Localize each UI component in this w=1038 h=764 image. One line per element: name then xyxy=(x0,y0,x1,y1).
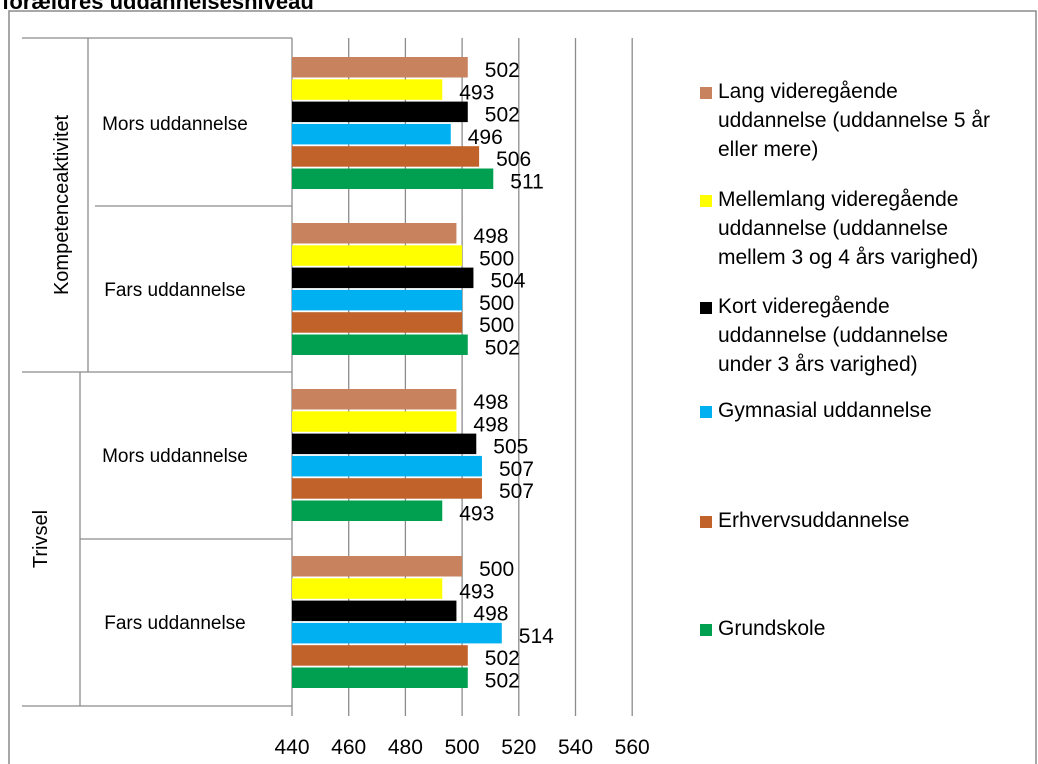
group-label: Trivsel xyxy=(30,510,52,568)
x-tick-label: 440 xyxy=(274,736,309,759)
data-label: 498 xyxy=(473,413,508,436)
group-label: Kompetenceaktivitet xyxy=(51,115,73,296)
data-labels: 5024935024965065114985005045005005024984… xyxy=(459,59,554,693)
bar xyxy=(292,245,463,266)
data-label: 504 xyxy=(490,270,525,293)
legend-swatch xyxy=(700,87,712,99)
data-label: 498 xyxy=(473,225,508,248)
bar xyxy=(292,57,468,78)
bar xyxy=(292,556,463,577)
bars xyxy=(292,57,502,688)
bar xyxy=(292,79,443,100)
legend-swatch xyxy=(700,624,712,636)
subgroup-label: Mors uddannelse xyxy=(102,446,248,467)
legend-label: Erhvervsuddannelse xyxy=(718,506,909,535)
data-label: 502 xyxy=(485,59,520,82)
bar xyxy=(292,478,482,499)
bar xyxy=(292,500,443,521)
data-label: 502 xyxy=(485,337,520,360)
data-label: 496 xyxy=(468,126,503,149)
bar xyxy=(292,312,463,333)
legend-label-line: uddannelse (uddannelse xyxy=(718,217,949,240)
legend-label: Gymnasial uddannelse xyxy=(718,396,932,425)
legend-label-line: Kort videregående xyxy=(718,295,890,318)
chart-border xyxy=(8,10,1037,764)
bar xyxy=(292,433,477,455)
data-label: 493 xyxy=(459,81,494,104)
bar xyxy=(292,334,468,355)
bar xyxy=(292,389,457,410)
bar xyxy=(292,168,494,189)
legend-label: Lang videregående uddannelse (uddannelse … xyxy=(718,77,990,164)
bar xyxy=(292,622,502,644)
data-label: 502 xyxy=(485,104,520,127)
data-label: 500 xyxy=(479,292,514,315)
legend-swatch xyxy=(700,406,712,418)
bar xyxy=(292,101,468,123)
x-tick-label: 460 xyxy=(331,736,366,759)
legend-label-line: Grundskole xyxy=(718,617,826,640)
bar xyxy=(292,223,457,244)
legend-label-line: Lang videregående xyxy=(718,80,898,103)
legend-label-line: Erhvervsuddannelse xyxy=(718,509,910,532)
legend-swatch xyxy=(700,516,712,528)
bar xyxy=(292,267,474,289)
data-label: 505 xyxy=(493,436,528,459)
data-label: 500 xyxy=(479,247,514,270)
subgroup-label: Fars uddannelse xyxy=(104,613,246,634)
data-label: 493 xyxy=(459,503,494,526)
data-label: 507 xyxy=(499,480,534,503)
data-label: 506 xyxy=(496,148,531,171)
x-tick-label: 560 xyxy=(615,736,650,759)
bar xyxy=(292,578,443,599)
data-label: 502 xyxy=(485,670,520,693)
legend-swatch xyxy=(700,195,712,207)
legend-label-line: Gymnasial uddannelse xyxy=(718,399,932,422)
legend-swatch xyxy=(700,302,712,314)
data-label: 511 xyxy=(510,171,543,194)
legend-label-line: Mellemlang videregående xyxy=(718,188,959,211)
data-label: 493 xyxy=(459,580,494,603)
category-axis: Kompetenceaktivitet Trivsel Mors uddannels… xyxy=(22,37,292,707)
data-label: 507 xyxy=(499,458,534,481)
legend-label-line: mellem 3 og 4 års varighed) xyxy=(718,246,979,269)
legend-label-line: uddannelse (uddannelse xyxy=(718,324,949,347)
bar xyxy=(292,455,482,477)
bar xyxy=(292,645,468,666)
subgroup-label: Fars uddannelse xyxy=(104,280,246,301)
legend-label: Grundskole xyxy=(718,614,825,643)
x-tick-label: 480 xyxy=(388,736,423,759)
data-label: 502 xyxy=(485,647,520,670)
x-tick-label: 540 xyxy=(558,736,593,759)
x-tick-label: 500 xyxy=(445,736,480,759)
bar xyxy=(292,667,468,688)
subgroup-label: Mors uddannelse xyxy=(102,114,248,135)
data-label: 498 xyxy=(473,603,508,626)
legend-label-line: uddannelse (uddannelse 5 år xyxy=(718,109,991,132)
legend-label: Mellemlang videregående uddannelse (uddan… xyxy=(718,185,978,272)
bar xyxy=(292,600,457,622)
bar xyxy=(292,146,480,167)
data-label: 498 xyxy=(473,391,508,414)
legend-label-line: eller mere) xyxy=(718,138,819,161)
x-axis-ticks: 440 460 480 500 520 540 560 xyxy=(274,736,649,759)
data-label: 500 xyxy=(479,314,514,337)
x-tick-label: 520 xyxy=(501,736,536,759)
data-label: 514 xyxy=(519,625,554,648)
bar xyxy=(292,289,463,311)
bar xyxy=(292,411,457,432)
data-label: 500 xyxy=(479,558,514,581)
bar xyxy=(292,123,451,145)
legend-label-line: under 3 års varighed) xyxy=(718,353,918,376)
legend-label: Kort videregående uddannelse (uddannelse u… xyxy=(718,292,948,379)
